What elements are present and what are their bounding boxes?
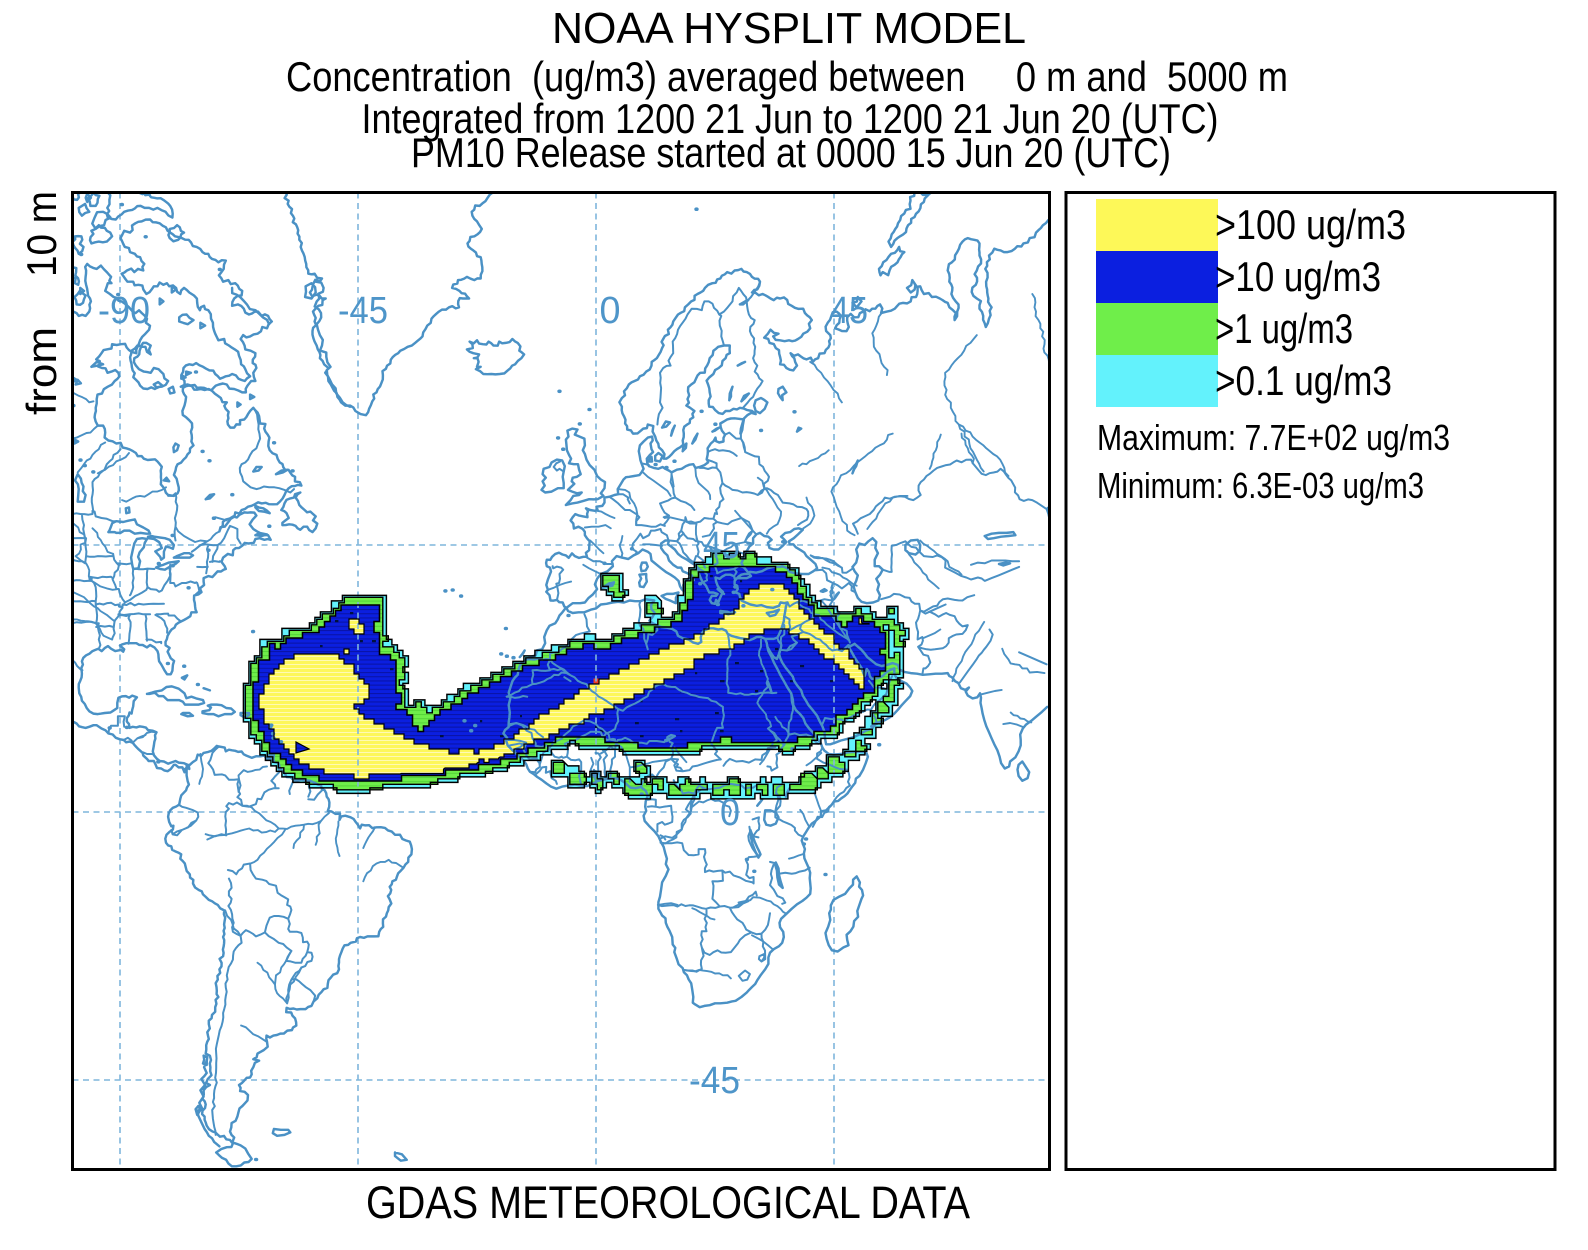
svg-text:45: 45 [830,290,868,332]
svg-text:0: 0 [720,792,740,834]
svg-text:-45: -45 [338,290,388,332]
svg-text:PM10 Release started at 0000 1: PM10 Release started at 0000 15 Jun 20 (… [411,129,1171,176]
svg-text:Integrated from 1200 21 Jun to: Integrated from 1200 21 Jun to 1200 21 J… [362,95,1219,142]
svg-text:from: from [18,327,65,415]
svg-text:45: 45 [703,525,740,567]
svg-text:Maximum: 7.7E+02 ug/m3: Maximum: 7.7E+02 ug/m3 [1097,417,1450,458]
svg-text:Concentration (ug/m3) average: Concentration (ug/m3) averaged between 0… [286,53,1288,100]
svg-text:GDAS METEOROLOGICAL DATA: GDAS METEOROLOGICAL DATA [366,1177,970,1228]
svg-text:>100 ug/m3: >100 ug/m3 [1215,201,1406,248]
svg-text:Minimum: 6.3E-03 ug/m3: Minimum: 6.3E-03 ug/m3 [1097,465,1424,506]
svg-text:0: 0 [600,290,621,332]
svg-text:-45: -45 [689,1060,740,1102]
svg-text:10 m: 10 m [18,191,65,277]
svg-text:>10 ug/m3: >10 ug/m3 [1215,253,1381,300]
svg-text:>0.1 ug/m3: >0.1 ug/m3 [1215,357,1392,404]
svg-text:-90: -90 [98,290,150,332]
svg-text:>1 ug/m3: >1 ug/m3 [1215,305,1353,352]
svg-text:NOAA HYSPLIT MODEL: NOAA HYSPLIT MODEL [552,4,1026,53]
